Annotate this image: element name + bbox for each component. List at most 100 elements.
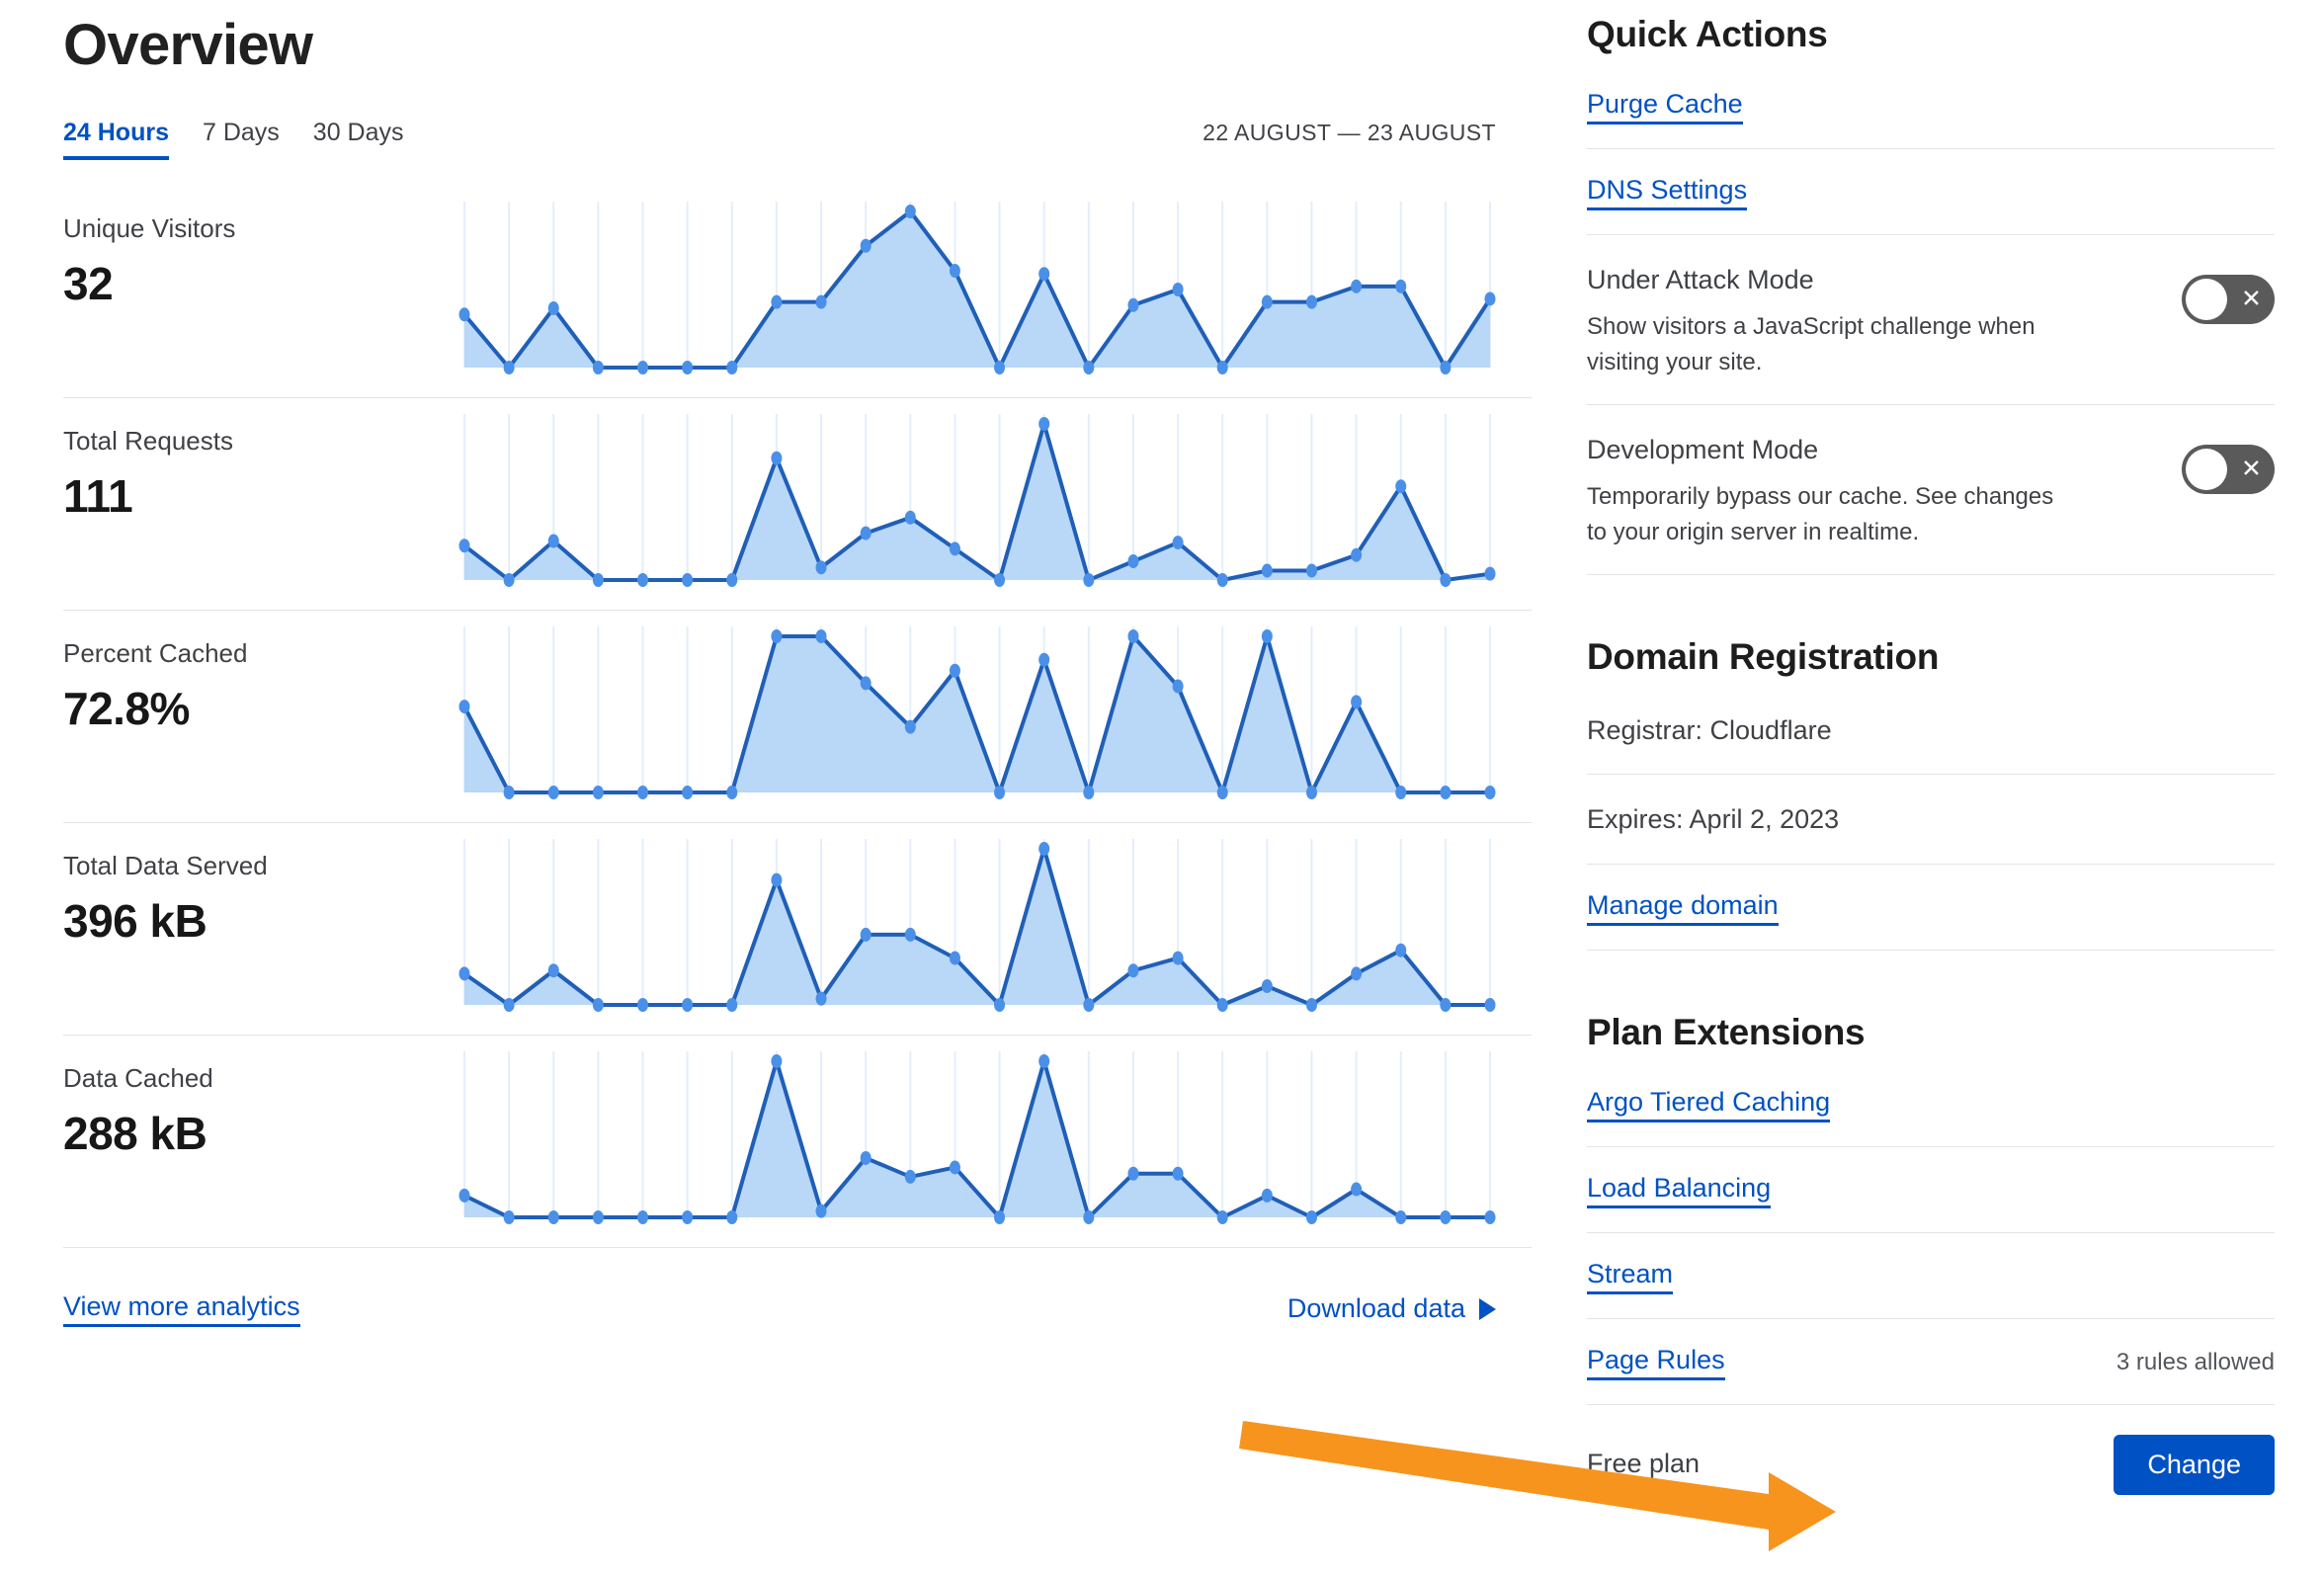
chart-data-point bbox=[1484, 785, 1496, 799]
chart-data-point bbox=[1172, 679, 1184, 694]
chart-data-point bbox=[1484, 1209, 1496, 1224]
chart-data-point bbox=[1216, 785, 1228, 799]
chart-data-point bbox=[637, 360, 649, 374]
load-balancing-link[interactable]: Load Balancing bbox=[1587, 1173, 1772, 1208]
manage-domain-link[interactable]: Manage domain bbox=[1587, 890, 1779, 926]
metric-info: Data Cached 288 kB bbox=[63, 1036, 458, 1160]
chart-data-point bbox=[1216, 1209, 1228, 1224]
metrics-list: Unique Visitors 32 Total Requests 111 Pe… bbox=[63, 186, 1532, 1248]
chart-data-point bbox=[1395, 943, 1407, 957]
metric-value: 288 kB bbox=[63, 1107, 208, 1159]
dns-settings-link[interactable]: DNS Settings bbox=[1587, 175, 1748, 210]
chart-data-point bbox=[1038, 841, 1050, 856]
plan-extension-row-stream: Stream bbox=[1587, 1233, 2275, 1319]
chart-data-point bbox=[1127, 297, 1139, 312]
chart-data-point bbox=[1440, 360, 1452, 374]
chart-data-point bbox=[503, 360, 515, 374]
chart-data-point bbox=[1216, 360, 1228, 374]
expires-row: Expires: April 2, 2023 bbox=[1587, 775, 2275, 865]
chart-data-point bbox=[1440, 572, 1452, 587]
sidebar: Quick Actions Purge Cache DNS Settings U… bbox=[1532, 0, 2324, 1579]
chart-data-point bbox=[637, 785, 649, 799]
date-range-label: 22 AUGUST — 23 AUGUST bbox=[1203, 119, 1496, 145]
chart-data-point bbox=[458, 699, 470, 713]
metric-row-data-cached: Data Cached 288 kB bbox=[63, 1036, 1532, 1248]
change-button[interactable]: Change bbox=[2114, 1434, 2275, 1495]
chart-data-point bbox=[904, 1169, 916, 1184]
chart-data-point bbox=[1395, 279, 1407, 293]
chart-data-point bbox=[1484, 997, 1496, 1012]
chart-data-point bbox=[1038, 1053, 1050, 1068]
chart-data-point bbox=[1351, 695, 1363, 709]
chart-data-point bbox=[547, 785, 559, 799]
chart-data-point bbox=[592, 360, 604, 374]
registrar-row: Registrar: Cloudflare bbox=[1587, 678, 2275, 776]
expires-value: Expires: April 2, 2023 bbox=[1587, 804, 1840, 835]
development-mode-title: Development Mode bbox=[1587, 435, 1819, 465]
chart-data-point bbox=[1305, 1209, 1317, 1224]
chart-data-point bbox=[637, 997, 649, 1012]
chart-data-point bbox=[1440, 1209, 1452, 1224]
development-mode-description: Temporarily bypass our cache. See change… bbox=[1587, 483, 2054, 546]
chart-data-point bbox=[949, 541, 960, 556]
tab-7-days[interactable]: 7 Days bbox=[202, 118, 280, 146]
chart-data-point bbox=[771, 294, 783, 309]
metric-value: 396 kB bbox=[63, 894, 208, 947]
chart-data-point bbox=[458, 307, 470, 322]
metric-info: Percent Cached 72.8% bbox=[63, 611, 458, 735]
page-rules-allowance: 3 rules allowed bbox=[2116, 1348, 2275, 1375]
plan-summary-row: Free plan Change bbox=[1587, 1405, 2275, 1495]
chart-data-point bbox=[815, 294, 827, 309]
metric-label: Percent Cached bbox=[63, 637, 248, 668]
chart-data-point bbox=[1083, 572, 1095, 587]
chart-data-point bbox=[1216, 572, 1228, 587]
chart-data-point bbox=[503, 997, 515, 1012]
chart-data-point bbox=[726, 785, 738, 799]
sparkline-chart-total-data-served bbox=[458, 823, 1532, 1019]
chart-data-point bbox=[682, 360, 694, 374]
purge-cache-link[interactable]: Purge Cache bbox=[1587, 89, 1743, 125]
chart-data-point bbox=[1083, 997, 1095, 1012]
chart-data-point bbox=[1305, 997, 1317, 1012]
development-mode-toggle[interactable]: ✕ bbox=[2182, 445, 2275, 495]
chart-data-point bbox=[1351, 966, 1363, 981]
under-attack-mode-toggle[interactable]: ✕ bbox=[2182, 275, 2275, 324]
argo-tiered-caching-link[interactable]: Argo Tiered Caching bbox=[1587, 1087, 1831, 1122]
view-more-analytics-link[interactable]: View more analytics bbox=[63, 1291, 300, 1327]
chart-area-fill bbox=[464, 848, 1490, 1005]
chart-data-point bbox=[1395, 478, 1407, 493]
plan-extension-row-argo: Argo Tiered Caching bbox=[1587, 1053, 2275, 1147]
chart-data-point bbox=[726, 360, 738, 374]
chart-data-point bbox=[815, 628, 827, 643]
chart-data-point bbox=[1351, 1182, 1363, 1197]
download-data-link[interactable]: Download data bbox=[1287, 1293, 1496, 1324]
chart-data-point bbox=[637, 572, 649, 587]
chart-data-point bbox=[682, 572, 694, 587]
stream-link[interactable]: Stream bbox=[1587, 1259, 1674, 1294]
chart-data-point bbox=[994, 997, 1006, 1012]
domain-registration-heading: Domain Registration bbox=[1587, 636, 1940, 678]
page-rules-link[interactable]: Page Rules bbox=[1587, 1345, 1725, 1380]
chart-data-point bbox=[1127, 963, 1139, 978]
tab-24-hours[interactable]: 24 Hours bbox=[63, 119, 169, 160]
chart-area-fill bbox=[464, 635, 1490, 792]
chart-data-point bbox=[1261, 978, 1273, 993]
current-plan-label: Free plan bbox=[1587, 1449, 1701, 1479]
development-mode-text: Development Mode Temporarily bypass our … bbox=[1587, 431, 2061, 550]
chart-data-point bbox=[1305, 785, 1317, 799]
chart-line bbox=[462, 1058, 1492, 1219]
tab-30-days[interactable]: 30 Days bbox=[312, 118, 404, 146]
under-attack-mode-description: Show visitors a JavaScript challenge whe… bbox=[1587, 313, 2035, 376]
under-attack-mode-text: Under Attack Mode Show visitors a JavaSc… bbox=[1587, 261, 2061, 380]
chart-data-point bbox=[1261, 294, 1273, 309]
play-triangle-icon bbox=[1479, 1297, 1496, 1320]
chart-data-point bbox=[1216, 997, 1228, 1012]
chart-data-point bbox=[904, 719, 916, 734]
chart-data-point bbox=[1305, 294, 1317, 309]
chart-data-point bbox=[1083, 785, 1095, 799]
chart-data-point bbox=[1484, 566, 1496, 581]
chart-data-point bbox=[503, 785, 515, 799]
metric-value: 111 bbox=[63, 469, 133, 522]
chart-data-point bbox=[1305, 563, 1317, 578]
chart-data-point bbox=[1083, 1209, 1095, 1224]
